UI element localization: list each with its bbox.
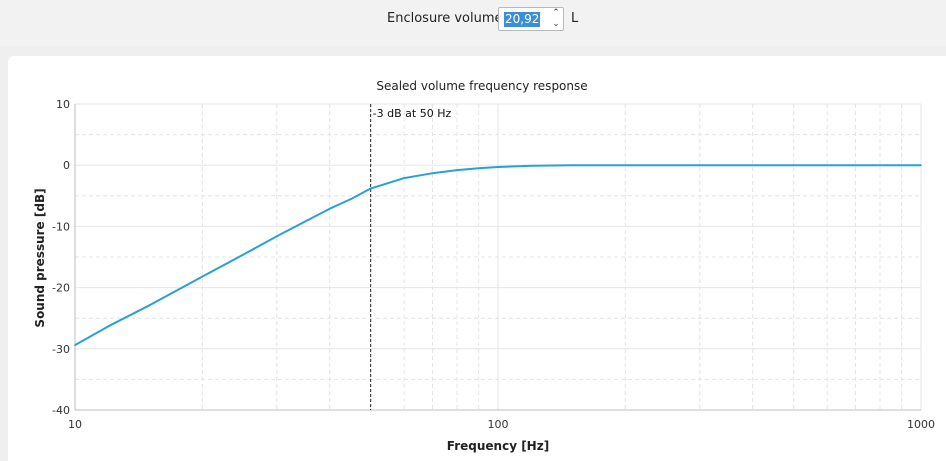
data-point xyxy=(431,172,434,174)
y-tick-label: -10 xyxy=(52,220,70,233)
y-tick-label: -30 xyxy=(52,343,70,356)
data-point xyxy=(530,165,533,167)
y-tick-label: 0 xyxy=(63,159,70,172)
decrement-arrow-icon[interactable]: ⌄ xyxy=(552,19,560,29)
marker: -3 dB at 50 Hz xyxy=(370,104,452,410)
y-tick-label: 10 xyxy=(56,98,70,111)
data-point xyxy=(920,164,922,166)
data-point xyxy=(792,164,795,166)
data-point xyxy=(276,235,278,237)
data-point xyxy=(107,325,110,327)
y-tick-label: -40 xyxy=(52,404,70,417)
increment-arrow-icon[interactable]: ⌃ xyxy=(552,8,560,18)
data-point xyxy=(699,164,701,166)
spinbox-arrows: ⌃ ⌄ xyxy=(549,8,563,30)
frequency-response-chart: Sealed volume frequency response 100-10-… xyxy=(33,79,935,453)
data-point xyxy=(571,164,574,166)
data-point xyxy=(456,169,458,171)
data-point xyxy=(854,164,857,166)
data-point xyxy=(148,304,151,307)
y-axis-label: Sound pressure [dB] xyxy=(33,188,47,327)
data-point xyxy=(328,207,331,210)
grid xyxy=(74,103,922,411)
data-point xyxy=(403,177,405,179)
volume-unit-label: L xyxy=(571,11,579,26)
response-curve xyxy=(74,164,921,346)
data-point xyxy=(350,198,353,200)
enclosure-volume-value[interactable]: 20,92 xyxy=(504,12,541,27)
x-tick-label: 100 xyxy=(488,418,509,431)
data-point xyxy=(201,275,204,278)
data-point xyxy=(242,253,245,256)
enclosure-volume-spinbox[interactable]: 20,92 ⌃ ⌄ xyxy=(498,7,564,31)
x-axis-label: Frequency [Hz] xyxy=(447,439,549,453)
x-tick-label: 10 xyxy=(68,418,82,431)
chart-panel: Sealed volume frequency response 10 0 -10-… xyxy=(8,56,946,461)
data-point xyxy=(624,164,627,166)
x-tick-label: 1000 xyxy=(907,418,935,431)
enclosure-volume-label: Enclosure volume xyxy=(387,11,503,26)
data-point xyxy=(477,167,480,170)
data-point xyxy=(74,344,76,346)
data-point xyxy=(304,220,306,223)
series xyxy=(74,164,922,346)
cutoff-marker-label: -3 dB at 50 Hz xyxy=(373,107,452,120)
data-point xyxy=(369,187,372,190)
top-toolbar: Enclosure volume 20,92 ⌃ ⌄ L xyxy=(0,0,946,46)
y-tick-label: -20 xyxy=(52,282,70,295)
data-point xyxy=(497,166,499,168)
chart-title: Sealed volume frequency response xyxy=(376,79,587,93)
